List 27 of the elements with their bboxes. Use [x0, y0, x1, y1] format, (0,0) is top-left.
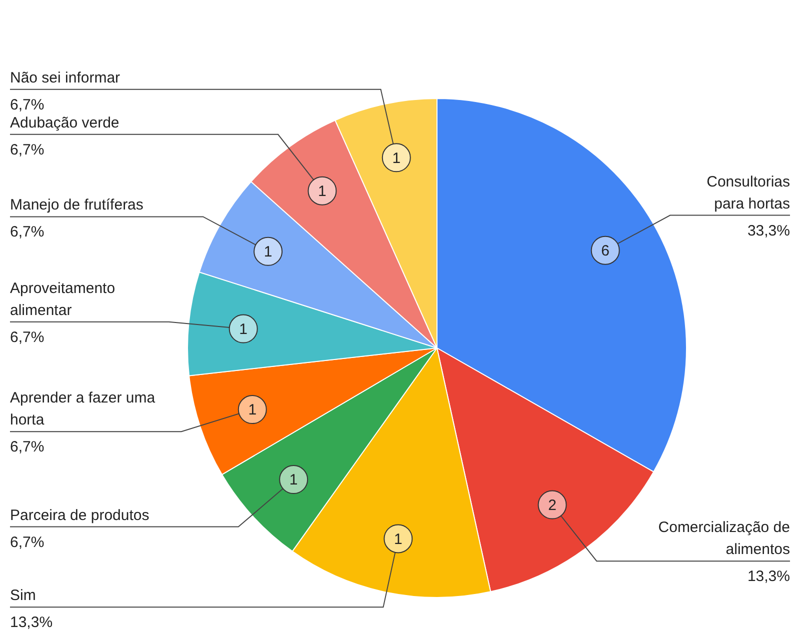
slice-label: Aproveitamento alimentar	[10, 280, 116, 319]
slice-label: Parceira de produtos	[10, 506, 150, 524]
data-label: 13,3%	[10, 614, 53, 632]
data-label: 6,7%	[10, 328, 44, 346]
slice-label: Sim	[10, 587, 36, 604]
slice-label: Manejo de frutíferas	[10, 196, 144, 214]
data-label: 6,7%	[10, 141, 44, 158]
slice-label: Adubação verde	[10, 114, 120, 132]
slice-label: Aprender a fazer uma horta	[10, 390, 156, 429]
text: 1	[392, 150, 401, 167]
data-label: 6,7%	[10, 438, 44, 456]
text: 1	[394, 530, 402, 548]
slice-label: Comercialização de alimentos	[658, 519, 790, 558]
text: 1	[264, 244, 272, 261]
text: 6	[601, 242, 610, 260]
data-label: 6,7%	[10, 534, 44, 551]
text: 1	[318, 182, 326, 200]
text: 1	[289, 472, 298, 489]
data-label: 6,7%	[10, 224, 44, 241]
data-label: 13,3%	[747, 568, 790, 586]
data-label: 33,3%	[747, 222, 790, 240]
slice-label: Não sei informar	[10, 69, 120, 86]
text: 1	[239, 320, 248, 338]
slice-label: Consultorias para hortas	[706, 173, 790, 212]
text: 1	[248, 402, 257, 419]
text: 2	[548, 496, 556, 514]
data-label: 6,7%	[10, 96, 44, 114]
